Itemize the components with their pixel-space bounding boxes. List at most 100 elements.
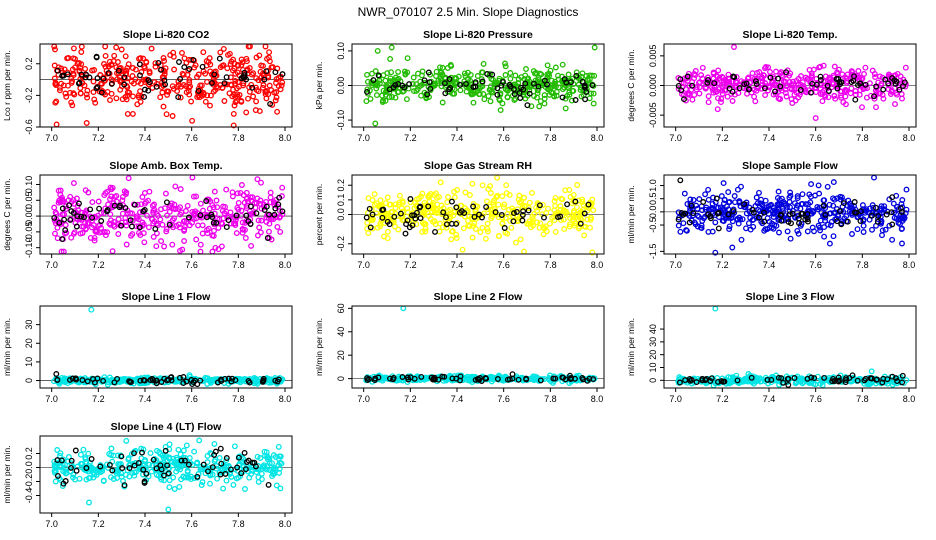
primary-point [720, 180, 727, 187]
secondary-point [121, 81, 128, 88]
primary-point [248, 242, 255, 249]
primary-point [209, 202, 216, 209]
primary-point [428, 208, 435, 215]
secondary-point [824, 82, 831, 89]
primary-point [444, 199, 451, 206]
primary-point [268, 215, 275, 222]
primary-point [163, 226, 170, 232]
primary-point [453, 231, 460, 238]
primary-point [138, 69, 145, 75]
secondary-point [869, 212, 875, 219]
secondary-point [78, 71, 85, 78]
secondary-point [479, 214, 485, 221]
primary-point [680, 220, 687, 227]
secondary-point [197, 377, 204, 384]
primary-point [102, 232, 109, 239]
secondary-point [136, 61, 143, 68]
primary-point [183, 218, 190, 225]
primary-point [422, 221, 429, 228]
secondary-point [820, 202, 827, 209]
secondary-point [504, 376, 511, 383]
primary-point [386, 88, 393, 95]
primary-point [166, 441, 173, 448]
primary-point [484, 198, 490, 205]
panel-2: Slope Li-820 Pressure kPa per min. 7.0 7.2 7… [314, 29, 605, 143]
primary-point [56, 376, 63, 383]
primary-point [364, 78, 371, 85]
primary-point [885, 71, 892, 78]
secondary-point [726, 85, 733, 92]
primary-point [250, 93, 257, 100]
primary-point [710, 70, 717, 77]
secondary-point [140, 208, 147, 215]
y-tick-label: 10 [24, 357, 34, 367]
secondary-point [221, 80, 228, 87]
secondary-point [158, 66, 165, 73]
secondary-point [472, 79, 479, 86]
primary-point [122, 70, 129, 77]
x-tick-label: 8.0 [591, 394, 604, 404]
secondary-point [235, 454, 242, 461]
secondary-point [188, 377, 195, 383]
primary-point [484, 220, 491, 227]
primary-point [499, 220, 506, 227]
y-tick-label: -0.10 [336, 110, 346, 131]
secondary-point [89, 214, 96, 221]
primary-point [68, 79, 75, 86]
primary-point [139, 194, 146, 200]
secondary-point [768, 376, 775, 383]
primary-point [879, 91, 886, 98]
primary-point [758, 378, 765, 385]
secondary-point [177, 76, 184, 82]
primary-point [62, 468, 69, 475]
primary-point [88, 306, 95, 313]
primary-point [575, 81, 582, 88]
primary-point [477, 229, 484, 236]
primary-point [106, 58, 113, 65]
secondary-point [127, 379, 134, 386]
secondary-point [789, 210, 796, 217]
secondary-point [523, 375, 530, 382]
secondary-point [498, 212, 505, 218]
y-tick-label: 40 [648, 324, 658, 334]
secondary-point [93, 53, 100, 60]
primary-point [675, 222, 682, 229]
secondary-point [537, 377, 544, 384]
primary-point [787, 235, 794, 242]
y-tick-label: 0.1 [336, 194, 346, 207]
secondary-point [197, 212, 204, 219]
primary-point [119, 210, 126, 217]
primary-point [501, 201, 508, 208]
primary-point [175, 221, 182, 228]
primary-point [770, 205, 777, 211]
secondary-point [425, 203, 432, 210]
primary-point [743, 225, 749, 232]
primary-point [202, 70, 209, 77]
secondary-point [761, 85, 768, 92]
primary-point [789, 207, 796, 214]
primary-point [777, 95, 784, 102]
primary-point [503, 190, 510, 197]
primary-point [257, 229, 264, 236]
primary-point [404, 69, 411, 76]
secondary-point [753, 81, 760, 87]
primary-point [90, 89, 97, 96]
secondary-point [62, 227, 69, 234]
primary-point [724, 93, 731, 100]
secondary-point [443, 214, 449, 221]
secondary-point [479, 78, 486, 85]
primary-point [384, 194, 391, 201]
primary-point [812, 115, 819, 122]
primary-point [398, 205, 405, 212]
primary-point [167, 202, 174, 209]
x-tick-label: 7.6 [185, 394, 198, 404]
primary-point [373, 92, 380, 99]
primary-point [257, 200, 264, 207]
secondary-point [804, 375, 811, 382]
primary-point [766, 224, 773, 231]
secondary-point [68, 464, 74, 471]
primary-point [395, 373, 402, 380]
primary-point [135, 78, 142, 85]
x-tick-label: 7.6 [809, 133, 822, 143]
primary-point [164, 212, 170, 219]
